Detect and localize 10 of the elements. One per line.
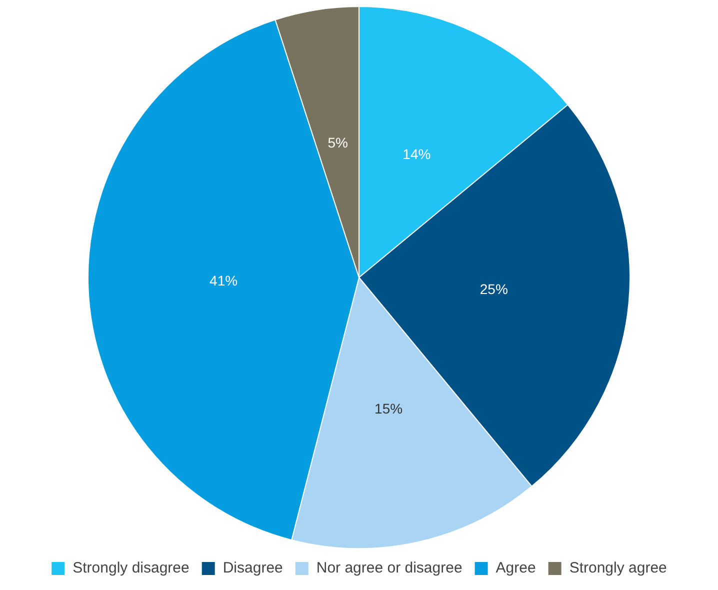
data-label: 5% xyxy=(328,134,348,151)
legend-label: Strongly disagree xyxy=(72,560,190,577)
legend-label: Nor agree or disagree xyxy=(316,560,462,577)
data-label: 15% xyxy=(374,400,403,417)
legend-label: Strongly agree xyxy=(569,560,667,577)
data-label: 25% xyxy=(480,281,508,298)
legend-label: Agree xyxy=(496,560,536,577)
legend-label: Disagree xyxy=(222,560,283,577)
data-label: 41% xyxy=(210,272,238,289)
data-label: 14% xyxy=(402,146,431,162)
